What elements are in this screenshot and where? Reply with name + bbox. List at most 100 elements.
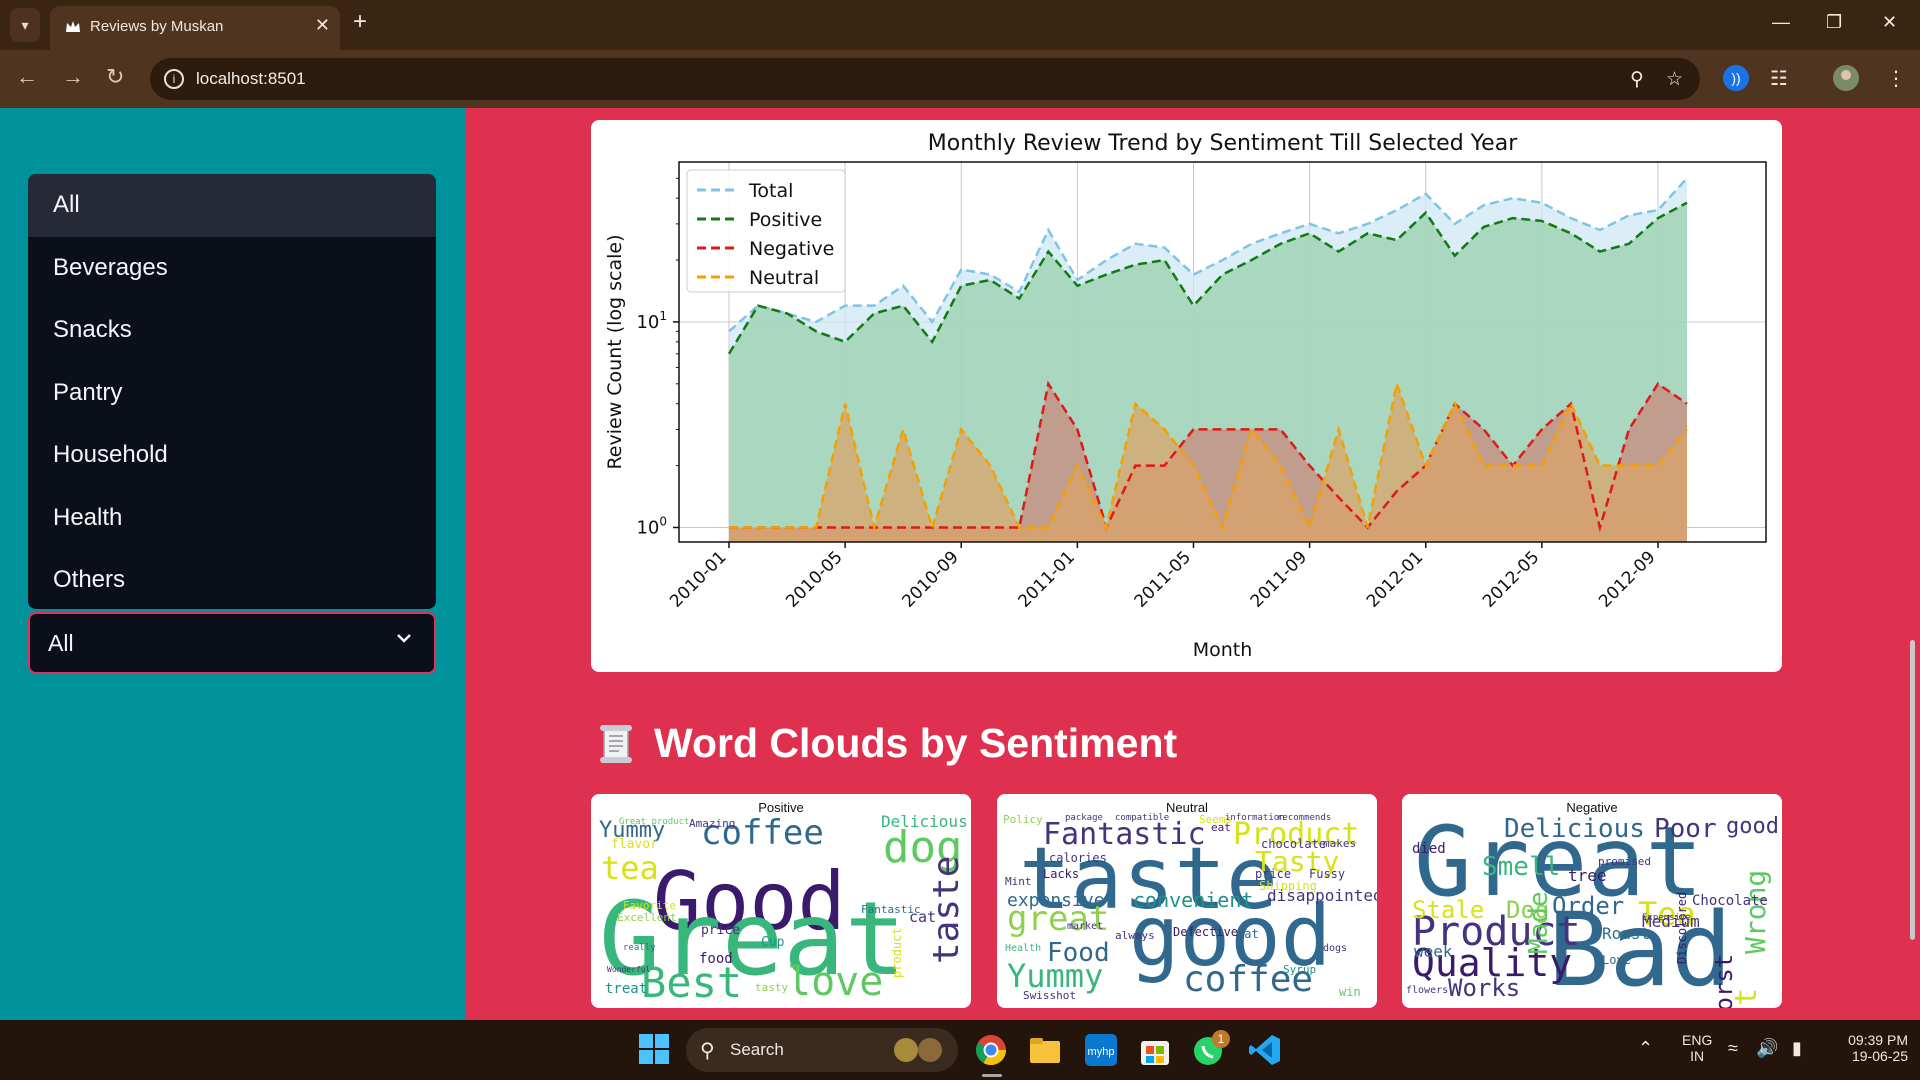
x-tick-label: 2010-09 xyxy=(898,547,962,611)
wordcloud-word: recommends xyxy=(1277,813,1332,823)
wifi-icon[interactable]: ≈ xyxy=(1728,1038,1738,1058)
vscode-icon[interactable] xyxy=(1248,1033,1282,1067)
close-tab-icon[interactable]: ✕ xyxy=(314,15,330,35)
wordcloud-word: coffee xyxy=(701,813,824,853)
zoom-icon[interactable]: ⚲ xyxy=(1630,69,1644,90)
wordcloud-word: Bad xyxy=(1548,891,1733,1008)
more-menu-icon[interactable]: ⋮ xyxy=(1886,68,1906,90)
extensions-puzzle-icon[interactable]: ☷ xyxy=(1770,68,1788,90)
myhp-icon[interactable]: myhp xyxy=(1084,1033,1118,1067)
wordcloud-word: Defective xyxy=(1173,925,1239,939)
restore-icon[interactable]: ❐ xyxy=(1826,12,1843,32)
volume-icon[interactable]: 🔊 xyxy=(1756,1038,1779,1058)
forward-icon[interactable]: → xyxy=(62,64,84,89)
dropdown-option-beverages[interactable]: Beverages xyxy=(53,253,168,281)
back-icon[interactable]: ← xyxy=(16,64,38,89)
x-tick-label: 2010-01 xyxy=(666,547,730,611)
windows-start-icon[interactable] xyxy=(638,1033,670,1065)
wordcloud-word: Cup xyxy=(761,935,785,950)
browser-tab[interactable]: Reviews by Muskan ✕ xyxy=(50,6,340,50)
legend-label-positive: Positive xyxy=(749,209,822,231)
reload-icon[interactable]: ↻ xyxy=(106,64,125,89)
wordcloud-word: flavor xyxy=(611,837,658,852)
line-total xyxy=(728,177,1688,333)
scrollbar-thumb[interactable] xyxy=(1910,640,1915,940)
file-explorer-icon[interactable] xyxy=(1028,1033,1062,1067)
svg-text:)): )) xyxy=(1731,70,1740,86)
region-code: IN xyxy=(1690,1048,1705,1064)
wordcloud-word: cat xyxy=(909,908,937,926)
wordcloud-neutral: Neutral taste good coffee Fantastic Product T… xyxy=(997,794,1377,1008)
x-tick-label: 2011-01 xyxy=(1015,547,1079,611)
taskbar-search[interactable]: ⚲ Search xyxy=(686,1028,958,1072)
microsoft-store-icon[interactable] xyxy=(1138,1033,1172,1067)
battery-icon[interactable]: ▮ xyxy=(1792,1038,1802,1058)
wordcloud-word: Excellent xyxy=(617,911,677,924)
taskbar-search-label: Search xyxy=(730,1040,784,1059)
wordcloud-word: Delicious xyxy=(1504,814,1645,844)
dropdown-option-health[interactable]: Health xyxy=(53,503,123,531)
whatsapp-badge: 1 xyxy=(1212,1030,1230,1048)
search-icon: ⚲ xyxy=(700,1040,715,1062)
wordcloud-word: good xyxy=(1726,814,1779,839)
tray-chevron-up-icon[interactable]: ⌃ xyxy=(1638,1038,1654,1058)
taskbar: ⚲ Search myhp 1 ⌃ ENG IN ≈ 🔊 ▮ 09:39 PM … xyxy=(0,1020,1920,1080)
crown-icon xyxy=(66,21,80,32)
wordcloud-negative-title: Negative xyxy=(1566,800,1618,815)
legend-label-total: Total xyxy=(748,180,793,202)
wordcloud-word: Great xyxy=(1414,806,1703,918)
wordcloud-word: Delicious xyxy=(881,812,968,831)
close-window-icon[interactable]: ✕ xyxy=(1882,12,1898,32)
clock[interactable]: 09:39 PM 19-06-25 xyxy=(1832,1032,1908,1064)
wordcloud-word: tea xyxy=(601,849,659,887)
wordcloud-word: Tea xyxy=(1638,895,1696,933)
tab-search-menu-icon[interactable]: ▾ xyxy=(10,8,40,42)
wordcloud-word: Product xyxy=(1233,817,1360,852)
sidebar: All Beverages Snacks Pantry Household He… xyxy=(0,108,466,1020)
category-select[interactable]: All xyxy=(28,612,436,674)
legend-label-negative: Negative xyxy=(749,238,834,260)
wordclouds-title-text: Word Clouds by Sentiment xyxy=(654,720,1178,766)
chart-title: Monthly Review Trend by Sentiment Till S… xyxy=(928,131,1518,156)
wordcloud-word: taste xyxy=(1019,829,1278,929)
dropdown-option-pantry[interactable]: Pantry xyxy=(53,378,123,406)
extension-shazam-icon[interactable]: )) xyxy=(1722,64,1750,92)
x-tick-label: 2011-09 xyxy=(1247,547,1311,611)
new-tab-icon[interactable]: + xyxy=(353,8,368,35)
wordcloud-word: Fussy xyxy=(1309,867,1346,881)
dropdown-option-all[interactable]: All xyxy=(28,174,436,237)
x-tick-label: 2012-01 xyxy=(1363,547,1427,611)
chrome-icon[interactable] xyxy=(974,1033,1008,1067)
dropdown-option-household[interactable]: Household xyxy=(53,441,168,469)
wordcloud-word: Stale xyxy=(1412,896,1485,924)
wordcloud-word: Dog xyxy=(1506,896,1550,924)
wordcloud-word: Order xyxy=(1552,892,1625,920)
wordcloud-word: coffee xyxy=(1183,959,1314,1000)
legend-box xyxy=(686,169,846,293)
bookmark-star-icon[interactable]: ☆ xyxy=(1666,69,1684,90)
wordcloud-word: Amazing xyxy=(689,817,736,830)
page-scrollbar[interactable] xyxy=(1906,108,1920,1020)
wordcloud-word: convenient xyxy=(1133,888,1254,912)
wordcloud-word: Cat xyxy=(1237,927,1259,941)
area-neutral xyxy=(729,383,1687,542)
wordcloud-word: Love xyxy=(1602,953,1631,967)
wordcloud-word: Medium xyxy=(1642,912,1700,931)
address-bar[interactable]: i localhost:8501 ⚲ ☆ xyxy=(150,58,1700,100)
wordcloud-word: price xyxy=(701,923,741,938)
avatar[interactable] xyxy=(1832,64,1860,92)
line-negative xyxy=(729,380,1688,533)
language-indicator[interactable]: ENG IN xyxy=(1682,1032,1712,1064)
wordcloud-word: really xyxy=(623,943,656,953)
wordcloud-word: Product xyxy=(1412,909,1581,955)
wordcloud-word: information xyxy=(1225,813,1285,823)
minimize-icon[interactable]: — xyxy=(1772,12,1790,32)
dropdown-option-snacks[interactable]: Snacks xyxy=(53,316,132,344)
dropdown-option-others[interactable]: Others xyxy=(53,566,126,594)
wordcloud-positive-title: Positive xyxy=(758,800,804,815)
site-info-icon[interactable]: i xyxy=(164,69,184,89)
wordcloud-word: Favorite xyxy=(623,899,676,912)
wordcloud-word: compatible xyxy=(1115,813,1170,823)
x-tick-label: 2012-09 xyxy=(1595,547,1659,611)
wordcloud-word: Lacks xyxy=(1043,867,1080,881)
